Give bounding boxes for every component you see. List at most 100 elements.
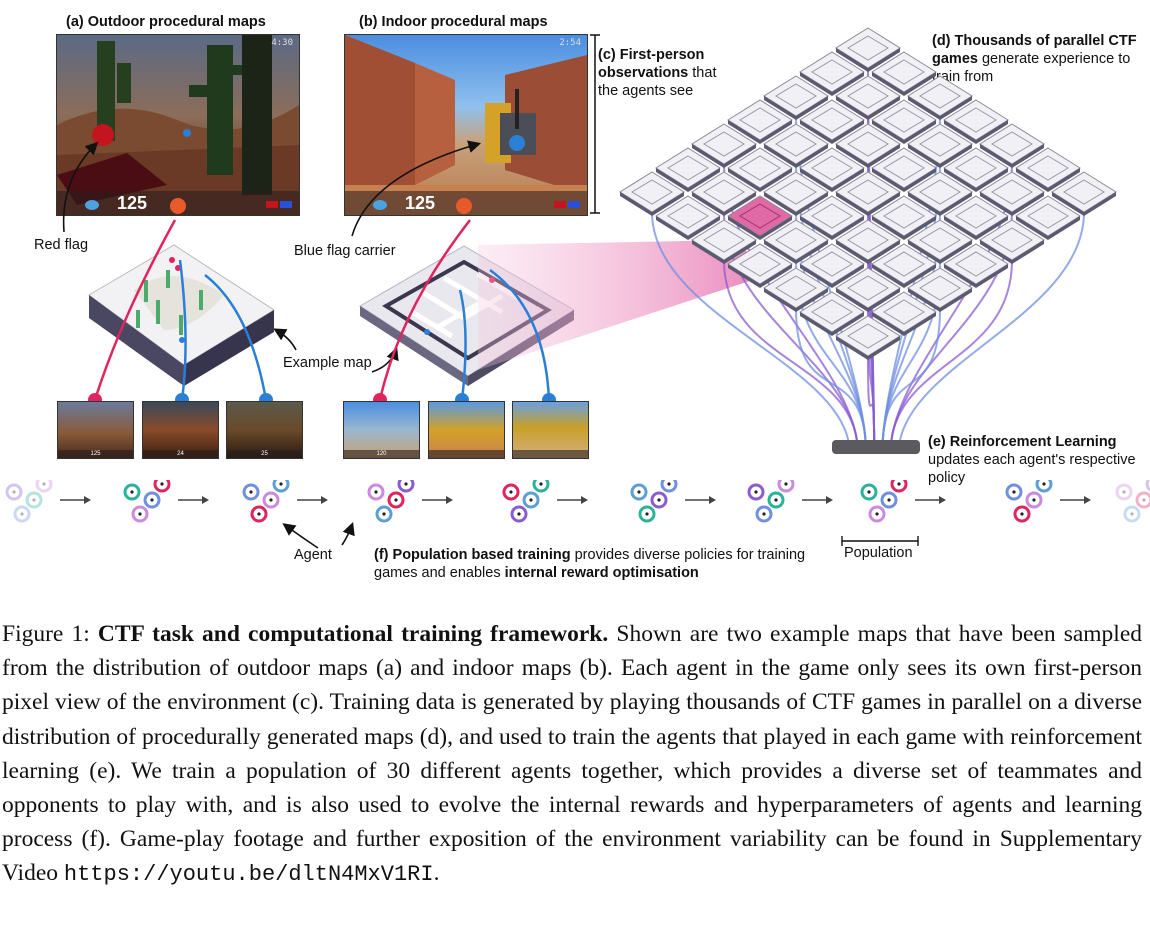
agent-node — [35, 480, 53, 493]
parallel-game-tile — [907, 123, 973, 168]
agent-view-thumbnail: 25 — [226, 401, 303, 459]
game-connection-line — [651, 211, 850, 441]
agent-node — [13, 505, 31, 523]
thumbnail-hud: 125 — [58, 450, 133, 458]
thumbnail-hud: 25 — [227, 450, 302, 458]
parallel-games-grid — [619, 27, 1117, 441]
parallel-game-tile — [979, 219, 1045, 264]
agent-node — [1135, 491, 1150, 509]
game-connection-line — [723, 259, 858, 441]
panel-c-bold: First-person observations — [598, 47, 705, 81]
game-connection-line — [899, 211, 1085, 441]
outdoor-game-clock: 4:30 — [271, 38, 293, 48]
observation-bracket — [590, 34, 600, 214]
panel-d-bold: Thousands of parallel CTF games — [932, 33, 1137, 67]
example-map-arrow-outdoor — [273, 328, 297, 351]
parallel-game-tile — [943, 195, 1009, 240]
parallel-game-tile — [943, 99, 1009, 144]
panel-b-prefix: (b) — [359, 14, 378, 30]
outdoor-isometric-map — [88, 244, 275, 386]
agent-node — [1145, 480, 1150, 492]
indoor-scoreboard — [553, 195, 583, 211]
red-flag-label: Red flag — [34, 237, 89, 253]
population-training-strip — [5, 480, 1150, 523]
parallel-game-tile — [835, 315, 901, 360]
agent-node — [1123, 505, 1141, 523]
population-label: Population — [844, 545, 913, 561]
caption-video-link[interactable]: https://youtu.be/dltN4MxV1RI — [63, 862, 434, 888]
panel-e-label: (e) Reinforcement Learning updates each … — [928, 433, 1148, 487]
figure-caption: Figure 1: CTF task and computational tra… — [2, 617, 1142, 893]
game-connection-line — [795, 307, 867, 441]
parallel-game-tile — [1051, 171, 1117, 216]
thumbnail-hud — [429, 450, 504, 458]
caption-body: Shown are two example maps that have bee… — [2, 621, 1143, 887]
panel-f-label: (f) Population based training provides d… — [374, 546, 834, 582]
parallel-game-tile — [835, 267, 901, 312]
caption-figure-label: Figure 1: — [2, 621, 90, 647]
agent-node — [5, 483, 23, 501]
parallel-game-tile — [871, 147, 937, 192]
panel-b-heading: (b) Indoor procedural maps — [359, 13, 548, 31]
panel-c-rest: that the agents see — [598, 65, 717, 99]
panel-f-bold2: internal reward optimisation — [504, 565, 699, 581]
caption-end: . — [433, 860, 440, 887]
panel-d-rest: generate experience to train from — [932, 51, 1131, 85]
parallel-game-tile — [943, 243, 1009, 288]
panel-f-bold1: Population based training — [392, 547, 571, 563]
agent-view-thumbnail: 120 — [343, 401, 420, 459]
panel-a-heading: (a) Outdoor procedural maps — [66, 13, 266, 31]
outdoor-health-value: 125 — [117, 193, 148, 213]
parallel-game-tile — [979, 123, 1045, 168]
panel-f-mid: provides diverse policies for training g… — [374, 547, 806, 581]
panel-d-prefix: (d) — [932, 33, 951, 49]
parallel-game-tile — [979, 171, 1045, 216]
game-connection-line — [890, 259, 1013, 441]
reinforcement-learning-hub — [832, 440, 920, 454]
thumbnail-hud — [513, 450, 588, 458]
parallel-game-tile — [1015, 147, 1081, 192]
indoor-health-value: 125 — [405, 193, 436, 213]
caption-title: CTF task and computational training fram… — [97, 621, 609, 647]
panel-f-prefix: (f) — [374, 547, 389, 563]
panel-b-title: Indoor procedural maps — [381, 14, 548, 30]
panel-d-label: (d) Thousands of parallel CTF games gene… — [932, 32, 1142, 86]
parallel-game-tile — [907, 267, 973, 312]
parallel-game-tile — [871, 195, 937, 240]
agent-view-thumbnail — [512, 401, 589, 459]
panel-c-prefix: (c) — [598, 47, 616, 63]
map-projection-highlight — [478, 240, 768, 370]
agent-label: Agent — [294, 547, 332, 563]
panel-e-rest: updates each agent's respective policy — [928, 452, 1136, 486]
game-connection-line — [867, 355, 876, 441]
panel-a-title: Outdoor procedural maps — [87, 14, 266, 30]
agent-view-connectors — [88, 198, 556, 407]
parallel-game-tile — [943, 147, 1009, 192]
parallel-game-tile — [907, 75, 973, 120]
thumbnail-hud: 24 — [143, 450, 218, 458]
population-bracket — [841, 536, 919, 546]
agent-view-thumbnail: 24 — [142, 401, 219, 459]
agent-node — [1115, 483, 1133, 501]
agent-view-thumbnail: 125 — [57, 401, 134, 459]
agent-arrow-right — [341, 521, 355, 546]
parallel-game-tile — [907, 171, 973, 216]
outdoor-first-person-view: 4:30 125 — [56, 34, 300, 216]
panel-a-prefix: (a) — [66, 14, 84, 30]
red-flag-arrow — [62, 141, 99, 233]
game-connection-line — [881, 307, 941, 441]
outdoor-scoreboard — [265, 195, 295, 211]
indoor-first-person-view: 2:54 125 — [344, 34, 588, 216]
example-map-label: Example map — [283, 355, 372, 371]
panel-c-label: (c) First-person observations that the a… — [598, 46, 738, 100]
agent-icon — [373, 200, 387, 210]
flag-carrier-arrow — [351, 140, 482, 237]
blue-flag-carrier-label: Blue flag carrier — [294, 243, 396, 259]
thumbnail-hud: 120 — [344, 450, 419, 458]
pointer-arrows — [62, 140, 482, 549]
parallel-game-tile — [871, 51, 937, 96]
indoor-game-clock: 2:54 — [559, 38, 581, 48]
agent-view-thumbnail — [428, 401, 505, 459]
parallel-game-tile — [871, 99, 937, 144]
parallel-game-tile — [907, 219, 973, 264]
